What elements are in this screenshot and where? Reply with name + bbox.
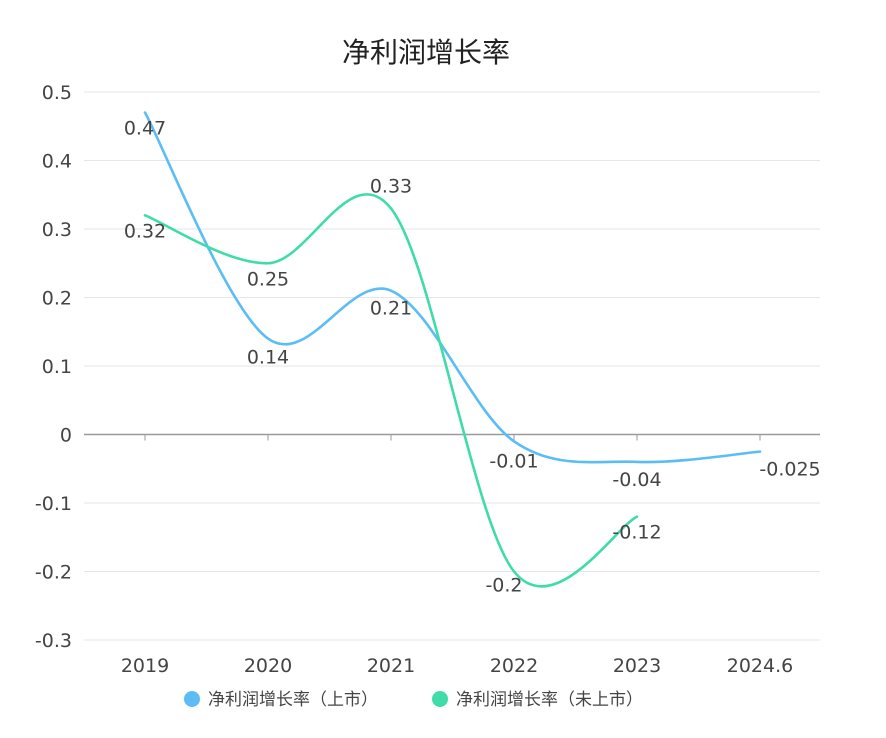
x-tick-label: 2019 bbox=[121, 655, 169, 677]
data-label: 0.25 bbox=[247, 268, 289, 290]
y-tick-label: -0.2 bbox=[35, 562, 72, 584]
y-tick-label: -0.3 bbox=[35, 630, 72, 652]
y-tick-label: 0.5 bbox=[42, 82, 72, 104]
legend: 净利润增长率（上市） 净利润增长率（未上市） bbox=[184, 690, 643, 710]
y-tick-label: 0.3 bbox=[42, 219, 72, 241]
data-label: -0.025 bbox=[759, 459, 820, 481]
data-label: 0.47 bbox=[124, 118, 166, 140]
legend-label: 净利润增长率（未上市） bbox=[456, 690, 643, 710]
data-label: 0.14 bbox=[247, 347, 289, 369]
data-label: 0.33 bbox=[370, 175, 412, 197]
legend-label: 净利润增长率（上市） bbox=[208, 690, 378, 710]
series-line-2 bbox=[143, 193, 639, 588]
data-label: -0.12 bbox=[612, 522, 661, 544]
y-tick-label: 0.1 bbox=[42, 356, 72, 378]
data-label: -0.04 bbox=[612, 469, 661, 491]
y-tick-label: 0.2 bbox=[42, 288, 72, 310]
legend-swatch bbox=[184, 691, 200, 707]
data-label: 0.32 bbox=[124, 220, 166, 242]
chart-title: 净利润增长率 bbox=[342, 36, 510, 69]
x-tick-label: 2020 bbox=[244, 655, 292, 677]
y-tick-label: 0 bbox=[60, 425, 72, 447]
y-axis-ticks: 0.5 0.4 0.3 0.2 0.1 0 -0.1 -0.2 -0.3 bbox=[35, 82, 72, 652]
series-line-1 bbox=[143, 111, 762, 464]
x-tick-label: 2023 bbox=[613, 655, 661, 677]
series-lines bbox=[143, 111, 762, 588]
data-label: 0.21 bbox=[370, 298, 412, 320]
y-tick-label: -0.1 bbox=[35, 493, 72, 515]
grid-lines bbox=[84, 91, 820, 641]
data-label: -0.01 bbox=[489, 450, 538, 472]
data-labels: 0.47 0.14 0.21 -0.01 -0.04 -0.025 0.32 0.25 0.33… bbox=[124, 118, 821, 597]
legend-item-1[interactable]: 净利润增长率（上市） bbox=[184, 690, 378, 710]
data-label: -0.2 bbox=[485, 575, 522, 597]
legend-item-2[interactable]: 净利润增长率（未上市） bbox=[432, 690, 643, 710]
y-tick-label: 0.4 bbox=[42, 151, 72, 173]
x-tick-label: 2021 bbox=[367, 655, 415, 677]
x-axis-ticks: 2019 2020 2021 2022 2023 2024.6 bbox=[121, 434, 793, 677]
legend-swatch bbox=[432, 691, 448, 707]
x-tick-label: 2024.6 bbox=[727, 655, 793, 677]
x-tick-label: 2022 bbox=[490, 655, 538, 677]
